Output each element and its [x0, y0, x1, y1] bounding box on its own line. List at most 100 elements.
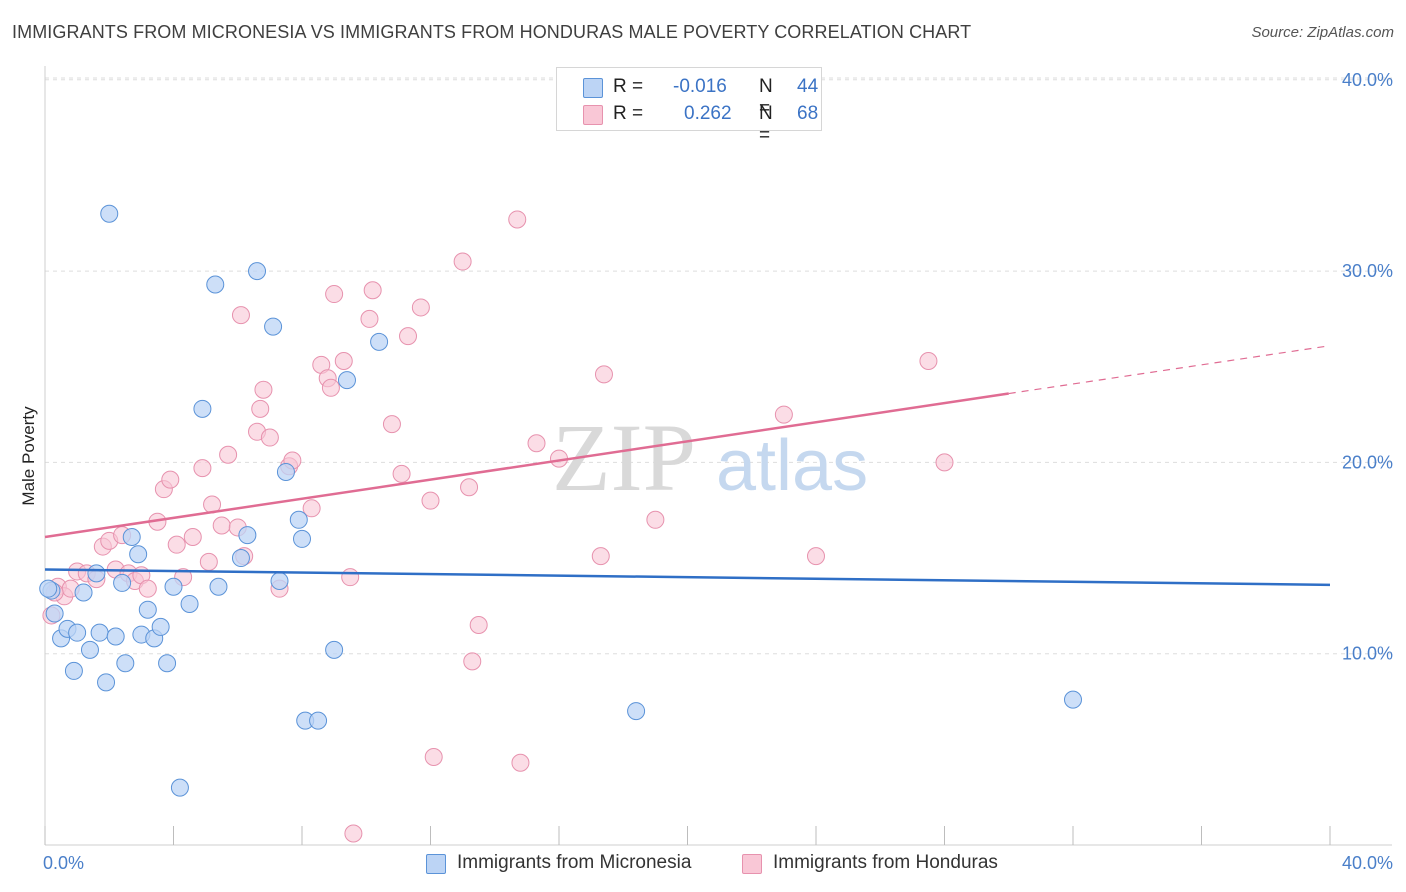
- micronesia-point: [170, 778, 189, 797]
- micronesia-point: [39, 579, 58, 598]
- micronesia-point: [193, 399, 212, 418]
- honduras-point: [919, 352, 938, 371]
- honduras-point: [212, 516, 231, 535]
- tick-labels: 10.0% 20.0% 30.0% 40.0% 0.0% 40.0%: [43, 70, 1393, 873]
- micronesia-point: [45, 604, 64, 623]
- legend-r-value: -0.016: [673, 76, 727, 97]
- legend-swatch-honduras: [583, 105, 603, 125]
- honduras-point: [360, 309, 379, 328]
- micronesia-point: [180, 594, 199, 613]
- micronesia-point: [206, 275, 225, 294]
- legend-n-value: 68: [797, 103, 819, 124]
- legend-swatch-honduras: [742, 854, 762, 874]
- chart-title: IMMIGRANTS FROM MICRONESIA VS IMMIGRANTS…: [12, 22, 972, 42]
- legend-r-label: R =: [613, 76, 644, 97]
- honduras-point: [511, 753, 530, 772]
- legend-n-label: N =: [759, 76, 773, 119]
- series-micronesia: [39, 204, 1082, 797]
- micronesia-point: [100, 204, 119, 223]
- micronesia-point: [248, 262, 267, 281]
- axes: [44, 66, 1392, 846]
- legend-n-value: 44: [797, 76, 819, 97]
- micronesia-point: [116, 654, 135, 673]
- legend-label-honduras: Immigrants from Honduras: [773, 852, 998, 873]
- micronesia-point: [337, 371, 356, 390]
- micronesia-point: [129, 545, 148, 564]
- honduras-point: [254, 380, 273, 399]
- honduras-point: [646, 510, 665, 529]
- stats-legend: R = -0.016 N = 44 R = 0.262 N = 68: [556, 67, 822, 146]
- micronesia-point: [80, 640, 99, 659]
- micronesia-point: [270, 572, 289, 591]
- grid-lines: [45, 77, 1392, 655]
- micronesia-point: [87, 564, 106, 583]
- micronesia-point: [293, 529, 311, 548]
- legend-r-label: R =: [613, 103, 644, 124]
- honduras-point: [424, 748, 443, 767]
- watermark-atlas: atlas: [716, 426, 868, 506]
- honduras-point: [251, 399, 270, 418]
- honduras-trend-line: [44, 392, 1009, 539]
- micronesia-point: [64, 661, 83, 680]
- micronesia-point: [231, 549, 250, 568]
- x-tick-label: 40.0%: [1342, 853, 1393, 873]
- micronesia-point: [289, 510, 308, 529]
- honduras-point: [463, 652, 482, 671]
- honduras-point: [219, 445, 238, 464]
- micronesia-point: [151, 617, 170, 636]
- honduras-point: [193, 459, 212, 478]
- honduras-point: [453, 252, 472, 271]
- legend-swatch-micronesia: [426, 854, 446, 874]
- honduras-trend-extension: [1008, 345, 1331, 395]
- x-tick-label: 0.0%: [43, 853, 84, 873]
- micronesia-point: [276, 462, 295, 481]
- honduras-point: [935, 453, 954, 472]
- honduras-point: [469, 616, 488, 635]
- honduras-point: [183, 528, 202, 547]
- y-tick-label: 30.0%: [1342, 261, 1393, 281]
- micronesia-point: [74, 583, 93, 602]
- source-label: Source: ZipAtlas.com: [1251, 24, 1394, 41]
- legend-label-micronesia: Immigrants from Micronesia: [457, 852, 692, 873]
- micronesia-point: [68, 623, 87, 642]
- honduras-point: [591, 547, 610, 566]
- legend-swatch-micronesia: [583, 78, 603, 98]
- honduras-point: [161, 470, 180, 489]
- micronesia-point: [158, 654, 177, 673]
- y-tick-label: 40.0%: [1342, 70, 1393, 90]
- legend-r-value: 0.262: [684, 103, 732, 124]
- series-honduras: [42, 210, 954, 843]
- honduras-point: [392, 464, 411, 483]
- micronesia-point: [106, 627, 125, 646]
- micronesia-point: [1064, 690, 1082, 709]
- honduras-point: [199, 552, 218, 571]
- micronesia-point: [209, 577, 228, 596]
- micronesia-point: [97, 673, 116, 692]
- honduras-point: [508, 210, 527, 229]
- honduras-point: [460, 478, 479, 497]
- honduras-point: [325, 285, 344, 304]
- watermark: ZIP atlas: [552, 404, 868, 511]
- honduras-point: [382, 415, 401, 434]
- y-tick-label: 10.0%: [1342, 644, 1393, 664]
- y-tick-label: 20.0%: [1342, 452, 1393, 472]
- micronesia-point: [370, 332, 389, 351]
- honduras-point: [527, 434, 546, 453]
- honduras-point: [344, 824, 363, 843]
- honduras-point: [399, 327, 418, 346]
- honduras-point: [321, 378, 340, 397]
- legend-n-label: N =: [759, 103, 773, 146]
- honduras-point: [260, 428, 279, 447]
- honduras-point: [421, 491, 440, 510]
- micronesia-point: [264, 317, 283, 336]
- micronesia-point: [627, 702, 646, 721]
- honduras-point: [411, 298, 430, 317]
- micronesia-point: [309, 711, 328, 730]
- trend-lines: [44, 345, 1331, 587]
- honduras-point: [594, 365, 613, 384]
- honduras-point: [302, 499, 321, 518]
- micronesia-point: [138, 600, 157, 619]
- micronesia-point: [325, 640, 344, 659]
- honduras-point: [167, 535, 186, 554]
